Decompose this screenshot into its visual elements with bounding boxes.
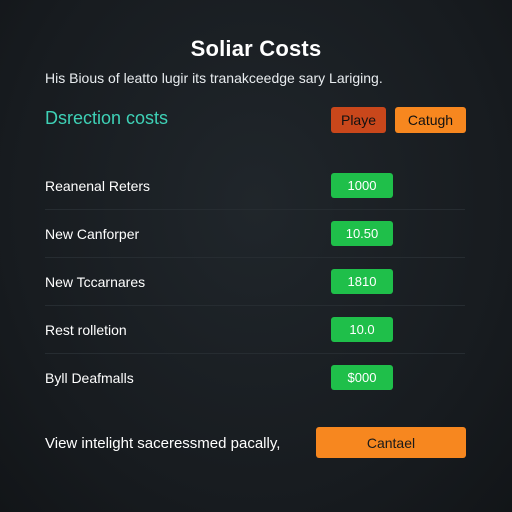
list-item: New Tccarnares 1810 xyxy=(45,258,465,306)
footer-text: View intelight saceressmed pacally, xyxy=(45,435,281,452)
list-item: Rest rolletion 10.0 xyxy=(45,306,465,354)
row-value-badge: 1000 xyxy=(331,173,393,198)
row-value-badge: 10.50 xyxy=(331,221,393,246)
row-label: New Tccarnares xyxy=(45,274,146,290)
row-value-badge: 10.0 xyxy=(331,317,393,342)
page-subtitle: His Bious of leatto lugir its tranakceed… xyxy=(45,70,383,86)
cost-list: Reanenal Reters 1000 New Canforper 10.50… xyxy=(45,162,465,401)
list-item: Byll Deafmalls $000 xyxy=(45,354,465,401)
row-label: Byll Deafmalls xyxy=(45,370,134,386)
cantael-button[interactable]: Cantael xyxy=(316,427,466,458)
catugh-button[interactable]: Catugh xyxy=(395,107,466,133)
row-value-badge: 1810 xyxy=(331,269,393,294)
list-item: New Canforper 10.50 xyxy=(45,210,465,258)
page-title: Soliar Costs xyxy=(190,36,322,61)
row-label: Rest rolletion xyxy=(45,322,127,338)
row-label: Reanenal Reters xyxy=(45,178,151,194)
playe-button[interactable]: Playe xyxy=(331,107,386,133)
section-heading: Dsrection costs xyxy=(45,108,169,128)
row-value-badge: $000 xyxy=(331,365,393,390)
row-label: New Canforper xyxy=(45,226,140,242)
list-item: Reanenal Reters 1000 xyxy=(45,162,465,210)
